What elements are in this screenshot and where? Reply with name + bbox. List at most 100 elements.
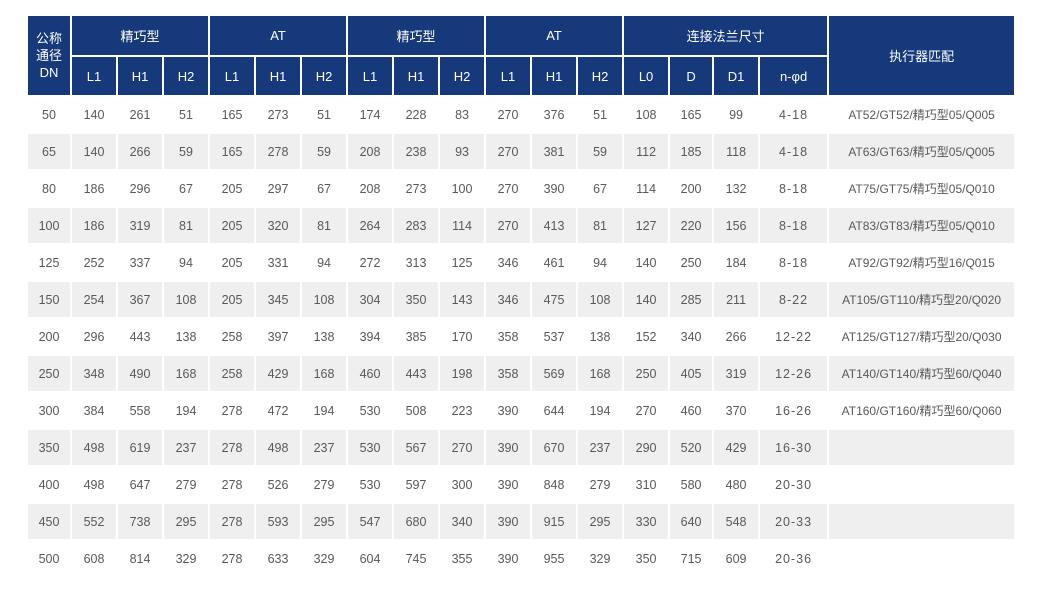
value-cell: 258 <box>208 317 256 356</box>
value-cell: 20-33 <box>758 502 830 541</box>
value-cell: 143 <box>438 280 487 319</box>
subheader-d1: D1 <box>712 55 761 97</box>
value-cell: 300 <box>438 465 487 504</box>
value-cell: 261 <box>116 95 164 134</box>
dn-cell: 150 <box>26 280 72 319</box>
actuator-cell: AT52/GT52/精巧型05/Q005 <box>827 95 1017 134</box>
dn-cell: 400 <box>26 465 72 504</box>
value-cell: 184 <box>712 243 761 282</box>
value-cell: 59 <box>576 132 625 171</box>
value-cell: 537 <box>530 317 579 356</box>
value-cell: 313 <box>392 243 441 282</box>
dn-cell: 200 <box>26 317 72 356</box>
value-cell: 278 <box>208 539 256 578</box>
value-cell: 152 <box>622 317 671 356</box>
actuator-cell: AT83/GT83/精巧型05/Q010 <box>827 206 1017 245</box>
value-cell: 329 <box>162 539 210 578</box>
value-cell: 548 <box>712 502 761 541</box>
value-cell: 200 <box>668 169 715 208</box>
actuator-cell: AT125/GT127/精巧型20/Q030 <box>827 317 1017 356</box>
value-cell: 567 <box>392 428 441 467</box>
value-cell: 198 <box>438 354 487 393</box>
value-cell: 168 <box>299 354 349 393</box>
value-cell: 283 <box>392 206 441 245</box>
value-cell: 108 <box>622 95 671 134</box>
subheader-h1: H1 <box>116 55 164 97</box>
subheader-n-phi-d: n-φd <box>758 55 830 97</box>
value-cell: 237 <box>576 428 625 467</box>
value-cell: 390 <box>484 391 533 430</box>
dn-cell: 125 <box>26 243 72 282</box>
value-cell: 8-18 <box>758 206 830 245</box>
value-cell: 118 <box>712 132 761 171</box>
value-cell: 405 <box>668 354 715 393</box>
value-cell: 208 <box>346 132 395 171</box>
dn-cell: 65 <box>26 132 72 171</box>
value-cell: 252 <box>70 243 118 282</box>
value-cell: 348 <box>70 354 118 393</box>
value-cell: 619 <box>116 428 164 467</box>
value-cell: 345 <box>254 280 302 319</box>
value-cell: 385 <box>392 317 441 356</box>
value-cell: 558 <box>116 391 164 430</box>
actuator-cell <box>827 539 1017 578</box>
value-cell: 530 <box>346 391 395 430</box>
value-cell: 295 <box>576 502 625 541</box>
value-cell: 270 <box>484 206 533 245</box>
dn-cell: 250 <box>26 354 72 393</box>
value-cell: 552 <box>70 502 118 541</box>
actuator-cell: AT160/GT160/精巧型60/Q060 <box>827 391 1017 430</box>
table-row: 400 498 647 279 278 526 279 530 597 300 390 848 279 3… <box>26 465 1017 504</box>
value-cell: 140 <box>622 243 671 282</box>
value-cell: 429 <box>712 428 761 467</box>
value-cell: 644 <box>530 391 579 430</box>
value-cell: 165 <box>208 132 256 171</box>
actuator-cell <box>827 465 1017 504</box>
value-cell: 390 <box>484 465 533 504</box>
header-dn: 公称 通径 DN <box>26 14 72 97</box>
value-cell: 94 <box>299 243 349 282</box>
value-cell: 138 <box>576 317 625 356</box>
value-cell: 67 <box>299 169 349 208</box>
value-cell: 272 <box>346 243 395 282</box>
value-cell: 461 <box>530 243 579 282</box>
value-cell: 530 <box>346 465 395 504</box>
header-group-compact-1: 精巧型 <box>70 14 210 57</box>
table-row: 450 552 738 295 278 593 295 547 680 340 390 915 295 3… <box>26 502 1017 541</box>
header-dn-line1: 公称 <box>35 31 62 46</box>
value-cell: 250 <box>622 354 671 393</box>
value-cell: 8-22 <box>758 280 830 319</box>
value-cell: 329 <box>576 539 625 578</box>
value-cell: 185 <box>668 132 715 171</box>
value-cell: 738 <box>116 502 164 541</box>
value-cell: 108 <box>576 280 625 319</box>
value-cell: 390 <box>484 539 533 578</box>
dn-cell: 100 <box>26 206 72 245</box>
value-cell: 376 <box>530 95 579 134</box>
value-cell: 108 <box>162 280 210 319</box>
value-cell: 547 <box>346 502 395 541</box>
value-cell: 270 <box>438 428 487 467</box>
header-group-flange: 连接法兰尺寸 <box>622 14 830 57</box>
value-cell: 397 <box>254 317 302 356</box>
value-cell: 460 <box>346 354 395 393</box>
value-cell: 329 <box>299 539 349 578</box>
value-cell: 350 <box>392 280 441 319</box>
value-cell: 112 <box>622 132 671 171</box>
dn-cell: 300 <box>26 391 72 430</box>
value-cell: 114 <box>622 169 671 208</box>
header-group-row: 公称 通径 DN 精巧型 AT 精巧型 AT 连接法兰尺寸 执行器匹配 <box>26 14 1017 97</box>
table-row: 300 384 558 194 278 472 194 530 508 223 390 644 194 2… <box>26 391 1017 430</box>
value-cell: 12-26 <box>758 354 830 393</box>
value-cell: 279 <box>162 465 210 504</box>
value-cell: 165 <box>668 95 715 134</box>
value-cell: 16-26 <box>758 391 830 430</box>
value-cell: 51 <box>576 95 625 134</box>
value-cell: 81 <box>162 206 210 245</box>
value-cell: 520 <box>668 428 715 467</box>
value-cell: 331 <box>254 243 302 282</box>
value-cell: 320 <box>254 206 302 245</box>
value-cell: 170 <box>438 317 487 356</box>
actuator-cell <box>827 502 1017 541</box>
value-cell: 223 <box>438 391 487 430</box>
